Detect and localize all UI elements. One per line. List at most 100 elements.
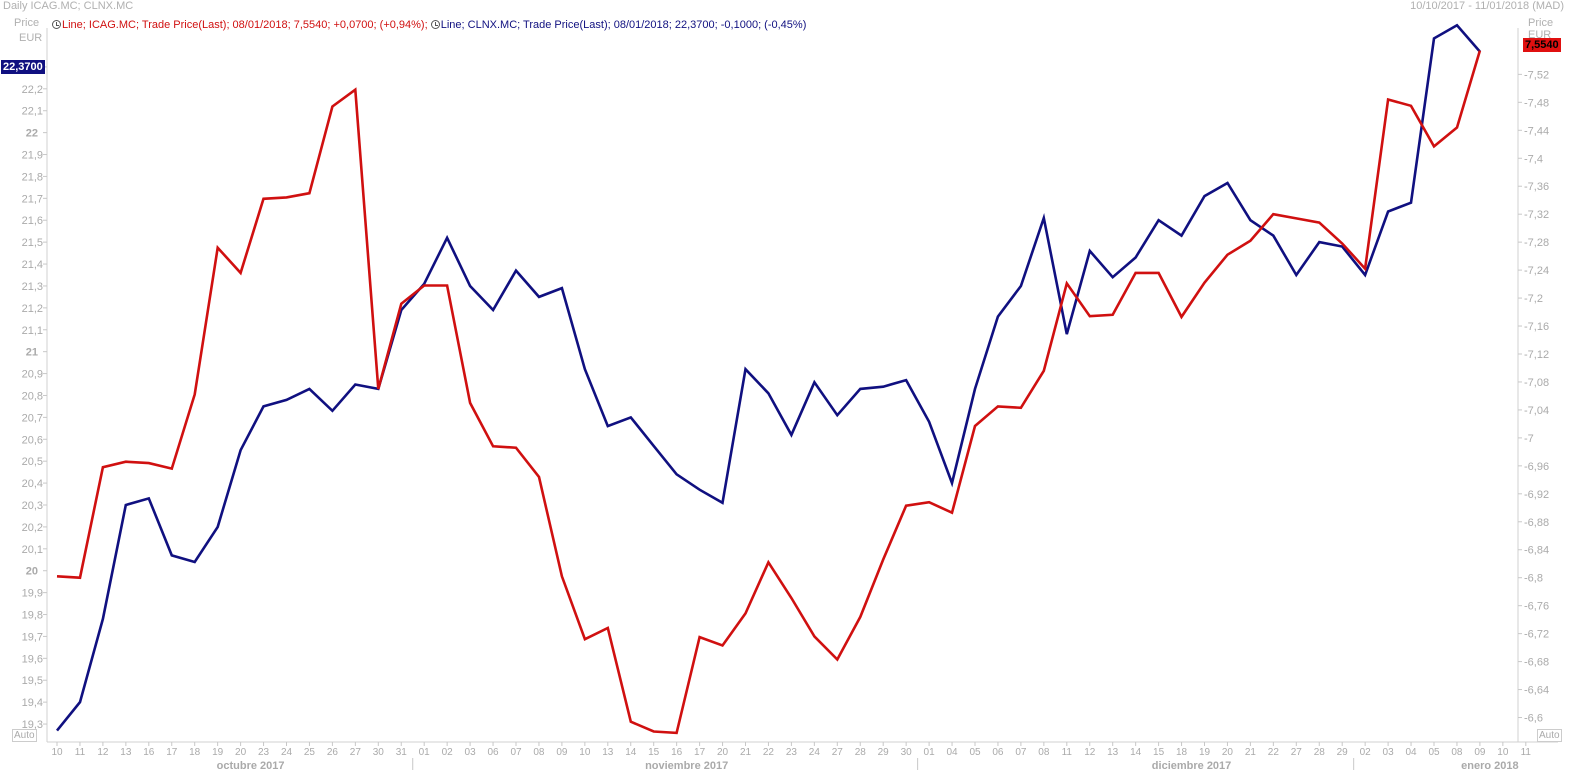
left-tick-label: 20,5: [22, 456, 43, 468]
left-tick-label: 20,8: [22, 390, 43, 402]
right-tick-label: -6,84: [1524, 545, 1549, 557]
right-tick-label: -7,52: [1524, 69, 1549, 81]
x-tick-label: 22: [1268, 747, 1280, 758]
right-tick-label: -7,4: [1524, 153, 1543, 165]
right-tick-label: -7,2: [1524, 293, 1543, 305]
x-tick-label: 13: [602, 747, 614, 758]
x-tick-label: 18: [189, 747, 201, 758]
x-tick-label: 06: [487, 747, 499, 758]
x-tick-label: 12: [1084, 747, 1096, 758]
right-tick-label: -7,32: [1524, 209, 1549, 221]
x-tick-label: 25: [304, 747, 316, 758]
auto-scale-left-button[interactable]: Auto: [12, 729, 37, 742]
x-tick-label: 05: [969, 747, 981, 758]
x-tick-label: 28: [855, 747, 867, 758]
right-tick-label: -7,08: [1524, 377, 1549, 389]
x-tick-label: 10: [51, 747, 63, 758]
right-tick-label: -6,72: [1524, 629, 1549, 641]
x-tick-label: 07: [1015, 747, 1027, 758]
month-label: noviembre 2017: [645, 760, 728, 772]
left-tick-label: 19,6: [22, 653, 43, 665]
left-tick-label: 21,2: [22, 303, 43, 315]
right-tick-label: -7,16: [1524, 321, 1549, 333]
auto-scale-right-button[interactable]: Auto: [1537, 729, 1562, 742]
x-tick-label: 09: [556, 747, 568, 758]
x-tick-label: 11: [75, 747, 86, 758]
x-tick-label: 16: [143, 747, 155, 758]
x-tick-label: 30: [373, 747, 385, 758]
x-tick-label: 08: [533, 747, 545, 758]
x-tick-label: 12: [97, 747, 109, 758]
chart-title: Daily ICAG.MC; CLNX.MC: [3, 0, 134, 12]
x-tick-label: 19: [1199, 747, 1211, 758]
right-tick-label: -6,76: [1524, 601, 1549, 613]
left-axis-title: Price: [14, 17, 40, 29]
month-label: octubre 2017: [217, 760, 285, 772]
x-tick-label: 21: [740, 747, 752, 758]
left-tick-label: 20,7: [22, 412, 43, 424]
x-tick-label: 15: [1153, 747, 1165, 758]
clock-icon: [52, 20, 61, 29]
right-tick-label: -6,8: [1524, 573, 1543, 585]
right-tick-label: -6,96: [1524, 461, 1549, 473]
x-tick-label: 04: [946, 747, 958, 758]
x-tick-label: 23: [786, 747, 798, 758]
x-tick-label: 28: [1314, 747, 1326, 758]
legend-clnx[interactable]: Line; CLNX.MC; Trade Price(Last); 08/01/…: [440, 19, 807, 31]
left-tick-label: 20,1: [22, 544, 43, 556]
left-tick-label: 20,6: [22, 434, 43, 446]
x-tick-label: 06: [992, 747, 1004, 758]
right-axis-title: Price: [1528, 17, 1554, 29]
left-tick-label: 19,3: [22, 719, 43, 731]
icag-last-price-badge: 7,5540: [1523, 38, 1561, 52]
left-tick-label: 19,8: [22, 610, 43, 622]
right-tick-label: -7: [1524, 433, 1534, 445]
left-tick-label: 21,4: [22, 259, 43, 271]
left-tick-label: 21,3: [22, 281, 43, 293]
x-tick-label: 08: [1038, 747, 1050, 758]
left-tick-label: 20: [26, 566, 38, 578]
date-range: 10/10/2017 - 11/01/2018 (MAD): [1410, 0, 1564, 12]
month-label: diciembre 2017: [1152, 760, 1232, 772]
x-tick-label: 10: [1497, 747, 1509, 758]
left-tick-label: 21: [26, 347, 38, 359]
x-tick-label: 20: [1222, 747, 1234, 758]
legend-icag[interactable]: Line; ICAG.MC; Trade Price(Last); 08/01/…: [62, 19, 428, 31]
x-tick-label: 11: [1062, 747, 1073, 758]
x-tick-label: 03: [465, 747, 477, 758]
x-tick-label: 10: [579, 747, 591, 758]
right-tick-label: -7,36: [1524, 181, 1549, 193]
x-tick-label: 21: [1245, 747, 1257, 758]
left-tick-label: 22: [26, 128, 38, 140]
x-tick-label: 14: [625, 747, 637, 758]
series-line-icag-mc: [56, 50, 1482, 735]
right-tick-label: -6,64: [1524, 685, 1549, 697]
left-tick-label: 19,4: [22, 697, 43, 709]
x-tick-label: 19: [212, 747, 224, 758]
right-tick-label: -7,04: [1524, 405, 1549, 417]
clnx-last-price-badge: 22,3700: [1, 60, 45, 74]
x-tick-label: 18: [1176, 747, 1188, 758]
left-tick-label: 19,9: [22, 588, 43, 600]
x-tick-label: 26: [327, 747, 339, 758]
right-tick-label: -7,24: [1524, 265, 1549, 277]
clock-icon: [430, 20, 440, 29]
right-tick-label: -6,92: [1524, 489, 1549, 501]
x-tick-label: 09: [1474, 747, 1486, 758]
x-tick-label: 27: [1291, 747, 1303, 758]
right-tick-label: -6,68: [1524, 657, 1549, 669]
left-tick-label: 21,9: [22, 150, 43, 162]
right-tick-label: -7,44: [1524, 125, 1549, 137]
right-tick-label: -6,6: [1524, 713, 1543, 725]
x-tick-label: 01: [924, 747, 936, 758]
x-tick-label: 17: [694, 747, 706, 758]
x-tick-label: 13: [1107, 747, 1119, 758]
month-label: enero 2018: [1461, 760, 1518, 772]
x-tick-label: 11: [1521, 747, 1532, 758]
x-tick-label: 24: [809, 747, 821, 758]
x-tick-label: 20: [717, 747, 729, 758]
x-tick-label: 17: [166, 747, 178, 758]
x-tick-label: 31: [396, 747, 408, 758]
left-tick-label: 21,6: [22, 215, 43, 227]
